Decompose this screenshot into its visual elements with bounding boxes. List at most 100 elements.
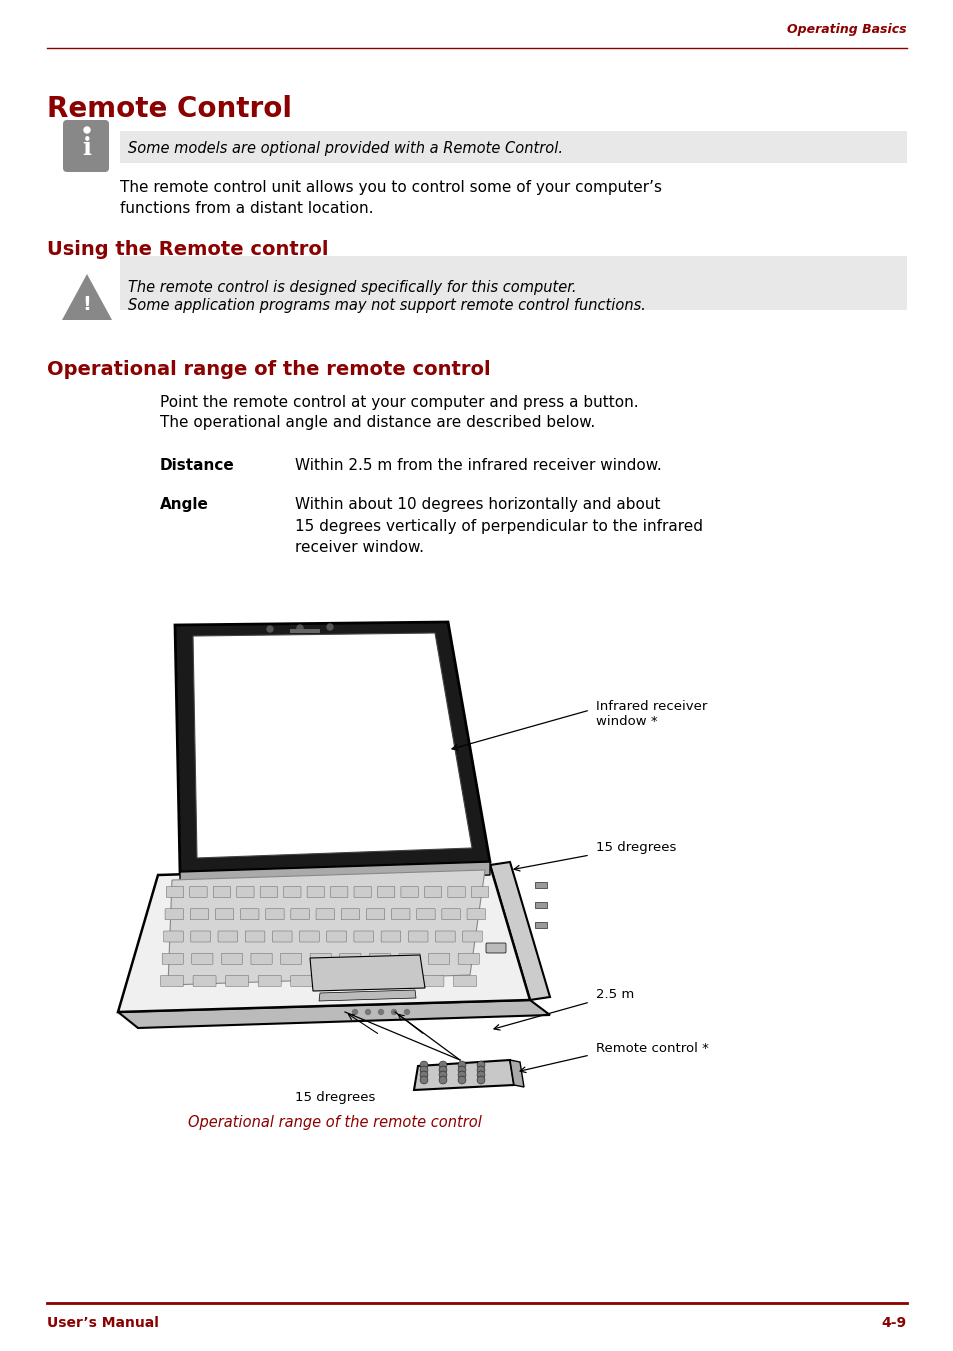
Circle shape bbox=[457, 1075, 465, 1084]
FancyBboxPatch shape bbox=[416, 909, 435, 920]
Circle shape bbox=[365, 1009, 370, 1015]
Circle shape bbox=[438, 1066, 447, 1074]
FancyBboxPatch shape bbox=[215, 909, 233, 920]
FancyBboxPatch shape bbox=[323, 975, 346, 986]
FancyBboxPatch shape bbox=[339, 954, 360, 965]
Circle shape bbox=[457, 1071, 465, 1079]
FancyBboxPatch shape bbox=[366, 909, 384, 920]
FancyBboxPatch shape bbox=[192, 954, 213, 965]
Circle shape bbox=[296, 626, 303, 631]
FancyBboxPatch shape bbox=[327, 931, 346, 942]
FancyBboxPatch shape bbox=[162, 954, 183, 965]
FancyBboxPatch shape bbox=[63, 120, 109, 172]
Text: Infrared receiver
window *: Infrared receiver window * bbox=[596, 700, 706, 728]
FancyBboxPatch shape bbox=[258, 975, 281, 986]
Polygon shape bbox=[490, 862, 550, 1000]
FancyBboxPatch shape bbox=[283, 886, 300, 897]
Circle shape bbox=[267, 626, 273, 632]
FancyBboxPatch shape bbox=[307, 886, 324, 897]
Circle shape bbox=[476, 1066, 484, 1074]
Text: Angle: Angle bbox=[160, 497, 209, 512]
FancyBboxPatch shape bbox=[462, 931, 482, 942]
Polygon shape bbox=[510, 1061, 523, 1088]
Polygon shape bbox=[62, 274, 112, 320]
Text: Within about 10 degrees horizontally and about
15 degrees vertically of perpendi: Within about 10 degrees horizontally and… bbox=[294, 497, 702, 555]
FancyBboxPatch shape bbox=[467, 909, 485, 920]
FancyBboxPatch shape bbox=[380, 931, 400, 942]
Text: Some application programs may not support remote control functions.: Some application programs may not suppor… bbox=[128, 299, 645, 313]
FancyBboxPatch shape bbox=[354, 886, 371, 897]
Text: Using the Remote control: Using the Remote control bbox=[47, 240, 328, 259]
Polygon shape bbox=[118, 865, 530, 1012]
Circle shape bbox=[419, 1066, 428, 1074]
FancyBboxPatch shape bbox=[535, 921, 546, 928]
Text: User’s Manual: User’s Manual bbox=[47, 1316, 159, 1329]
FancyBboxPatch shape bbox=[457, 954, 478, 965]
Text: !: ! bbox=[83, 296, 91, 315]
Text: Operational range of the remote control: Operational range of the remote control bbox=[47, 359, 490, 380]
FancyBboxPatch shape bbox=[535, 882, 546, 888]
Text: 15 dregrees: 15 dregrees bbox=[294, 1092, 375, 1105]
FancyBboxPatch shape bbox=[310, 954, 331, 965]
FancyBboxPatch shape bbox=[485, 943, 505, 952]
FancyBboxPatch shape bbox=[218, 931, 237, 942]
FancyBboxPatch shape bbox=[190, 886, 207, 897]
FancyBboxPatch shape bbox=[191, 931, 211, 942]
FancyBboxPatch shape bbox=[391, 909, 410, 920]
FancyBboxPatch shape bbox=[354, 931, 374, 942]
Circle shape bbox=[352, 1009, 357, 1015]
Polygon shape bbox=[118, 1000, 550, 1028]
FancyBboxPatch shape bbox=[190, 909, 209, 920]
FancyBboxPatch shape bbox=[428, 954, 449, 965]
Polygon shape bbox=[174, 621, 490, 871]
FancyBboxPatch shape bbox=[260, 886, 277, 897]
Circle shape bbox=[438, 1061, 447, 1069]
Text: Operating Basics: Operating Basics bbox=[786, 23, 906, 36]
Text: The operational angle and distance are described below.: The operational angle and distance are d… bbox=[160, 415, 595, 430]
FancyBboxPatch shape bbox=[424, 886, 441, 897]
Text: Some models are optional provided with a Remote Control.: Some models are optional provided with a… bbox=[128, 141, 562, 155]
FancyBboxPatch shape bbox=[388, 975, 411, 986]
FancyBboxPatch shape bbox=[398, 954, 419, 965]
Polygon shape bbox=[414, 1061, 514, 1090]
FancyBboxPatch shape bbox=[291, 975, 314, 986]
Polygon shape bbox=[168, 870, 484, 985]
Circle shape bbox=[457, 1066, 465, 1074]
FancyBboxPatch shape bbox=[266, 909, 284, 920]
Circle shape bbox=[84, 127, 90, 132]
Text: 4-9: 4-9 bbox=[881, 1316, 906, 1329]
Text: Distance: Distance bbox=[160, 458, 234, 473]
Polygon shape bbox=[310, 955, 424, 992]
Polygon shape bbox=[318, 990, 416, 1001]
FancyBboxPatch shape bbox=[331, 886, 348, 897]
FancyBboxPatch shape bbox=[240, 909, 258, 920]
Text: i: i bbox=[82, 136, 91, 159]
Text: 15 dregrees: 15 dregrees bbox=[596, 842, 676, 854]
FancyBboxPatch shape bbox=[290, 630, 319, 634]
FancyBboxPatch shape bbox=[535, 902, 546, 908]
FancyBboxPatch shape bbox=[245, 931, 265, 942]
Circle shape bbox=[438, 1075, 447, 1084]
FancyBboxPatch shape bbox=[408, 931, 428, 942]
Circle shape bbox=[378, 1009, 383, 1015]
FancyBboxPatch shape bbox=[165, 909, 183, 920]
Text: Operational range of the remote control: Operational range of the remote control bbox=[188, 1115, 481, 1129]
FancyBboxPatch shape bbox=[273, 931, 292, 942]
FancyBboxPatch shape bbox=[160, 975, 183, 986]
Circle shape bbox=[327, 624, 333, 630]
FancyBboxPatch shape bbox=[377, 886, 395, 897]
FancyBboxPatch shape bbox=[400, 886, 417, 897]
FancyBboxPatch shape bbox=[420, 975, 443, 986]
Text: The remote control is designed specifically for this computer.: The remote control is designed specifica… bbox=[128, 280, 576, 295]
FancyBboxPatch shape bbox=[280, 954, 301, 965]
Circle shape bbox=[419, 1075, 428, 1084]
Circle shape bbox=[476, 1061, 484, 1069]
FancyBboxPatch shape bbox=[447, 886, 465, 897]
FancyBboxPatch shape bbox=[341, 909, 359, 920]
FancyBboxPatch shape bbox=[315, 909, 335, 920]
FancyBboxPatch shape bbox=[471, 886, 488, 897]
FancyBboxPatch shape bbox=[226, 975, 249, 986]
Text: The remote control unit allows you to control some of your computer’s
functions : The remote control unit allows you to co… bbox=[120, 180, 661, 216]
FancyBboxPatch shape bbox=[221, 954, 242, 965]
FancyBboxPatch shape bbox=[435, 931, 455, 942]
